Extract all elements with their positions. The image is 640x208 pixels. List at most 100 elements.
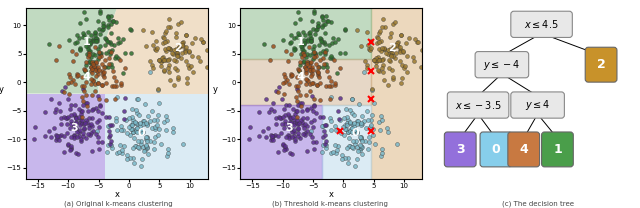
Point xyxy=(383,58,394,61)
Point xyxy=(159,40,170,44)
Point xyxy=(52,135,63,138)
Point xyxy=(141,45,151,48)
Point xyxy=(77,75,87,79)
Point xyxy=(128,156,138,160)
Point xyxy=(86,61,97,65)
Point xyxy=(159,37,169,40)
Point xyxy=(195,59,205,62)
Point xyxy=(74,115,84,119)
Point xyxy=(244,126,255,129)
Point xyxy=(380,25,390,29)
Point xyxy=(87,108,97,112)
Point xyxy=(79,89,89,93)
Text: 1: 1 xyxy=(297,37,305,47)
Point xyxy=(302,129,312,132)
Point xyxy=(266,107,276,110)
Point xyxy=(51,138,61,142)
Point xyxy=(315,36,325,40)
Point xyxy=(177,41,188,45)
Point xyxy=(106,42,116,46)
Point xyxy=(364,127,374,130)
Point xyxy=(108,20,118,23)
Point xyxy=(321,63,331,66)
Point xyxy=(312,73,323,77)
Point xyxy=(83,47,93,51)
Point xyxy=(128,119,138,122)
Point xyxy=(70,120,81,123)
Point xyxy=(307,82,317,85)
Point xyxy=(338,125,348,129)
Point xyxy=(69,125,79,128)
Point xyxy=(94,126,104,129)
Polygon shape xyxy=(26,94,104,179)
Point xyxy=(265,58,275,62)
Point xyxy=(308,118,319,121)
Point xyxy=(125,128,136,131)
Point xyxy=(335,97,345,100)
Point xyxy=(140,135,150,139)
Point xyxy=(133,145,143,149)
Point xyxy=(333,117,344,120)
Point xyxy=(111,20,122,24)
Point xyxy=(188,71,198,74)
Point xyxy=(350,128,360,132)
Point xyxy=(308,147,319,151)
Point xyxy=(267,135,277,138)
Point xyxy=(321,146,332,150)
FancyBboxPatch shape xyxy=(444,132,476,167)
Point xyxy=(54,134,64,138)
Point xyxy=(388,77,398,81)
Point xyxy=(154,58,164,61)
Point xyxy=(168,52,179,55)
Point xyxy=(296,52,306,56)
Point xyxy=(278,143,288,147)
Point xyxy=(72,74,82,78)
Point xyxy=(84,49,94,52)
Point xyxy=(54,45,64,48)
Point xyxy=(118,38,129,41)
Point xyxy=(84,51,94,54)
Point xyxy=(316,37,326,41)
Point xyxy=(103,143,113,147)
Point xyxy=(319,41,330,44)
Point xyxy=(324,84,334,88)
Point xyxy=(79,84,89,88)
Point xyxy=(377,152,387,155)
Point xyxy=(163,46,173,50)
Point xyxy=(377,59,387,62)
Point xyxy=(352,146,362,149)
Point xyxy=(326,20,336,24)
Point xyxy=(348,145,358,149)
Point xyxy=(321,65,332,68)
Point xyxy=(165,25,175,29)
Point xyxy=(276,116,287,119)
Point xyxy=(307,141,317,144)
Point xyxy=(300,133,310,136)
Point xyxy=(292,121,302,125)
Point xyxy=(111,84,122,87)
Point xyxy=(158,58,168,61)
Point xyxy=(69,112,79,115)
Point xyxy=(314,70,324,73)
Point xyxy=(284,115,294,118)
Point xyxy=(83,61,93,64)
Point xyxy=(104,19,114,22)
Point xyxy=(91,74,101,77)
Point xyxy=(81,104,92,107)
Point xyxy=(97,83,108,86)
Point xyxy=(152,114,163,117)
Point xyxy=(349,121,360,124)
Point xyxy=(328,36,338,39)
Point xyxy=(306,40,316,43)
Point xyxy=(148,43,158,46)
Point xyxy=(306,129,316,132)
Point xyxy=(115,58,125,62)
Point xyxy=(172,54,182,58)
Point xyxy=(94,97,104,101)
Point xyxy=(385,35,396,38)
Point xyxy=(308,97,319,101)
Point xyxy=(147,109,157,113)
Point xyxy=(301,39,312,43)
Point xyxy=(294,33,304,37)
Point xyxy=(92,40,102,43)
